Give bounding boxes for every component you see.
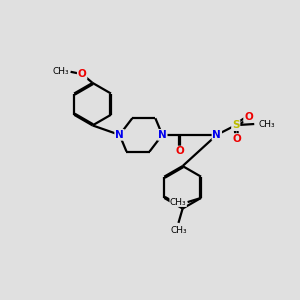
Text: N: N (158, 130, 167, 140)
Text: N: N (115, 130, 124, 140)
Text: S: S (232, 120, 239, 130)
Text: CH₃: CH₃ (170, 226, 187, 235)
Text: CH₃: CH₃ (170, 198, 187, 207)
Text: CH₃: CH₃ (52, 67, 69, 76)
Text: O: O (78, 69, 86, 79)
Text: N: N (212, 130, 221, 140)
Text: O: O (232, 134, 241, 144)
Text: CH₃: CH₃ (258, 119, 275, 128)
Text: O: O (244, 112, 253, 122)
Text: O: O (176, 146, 185, 157)
